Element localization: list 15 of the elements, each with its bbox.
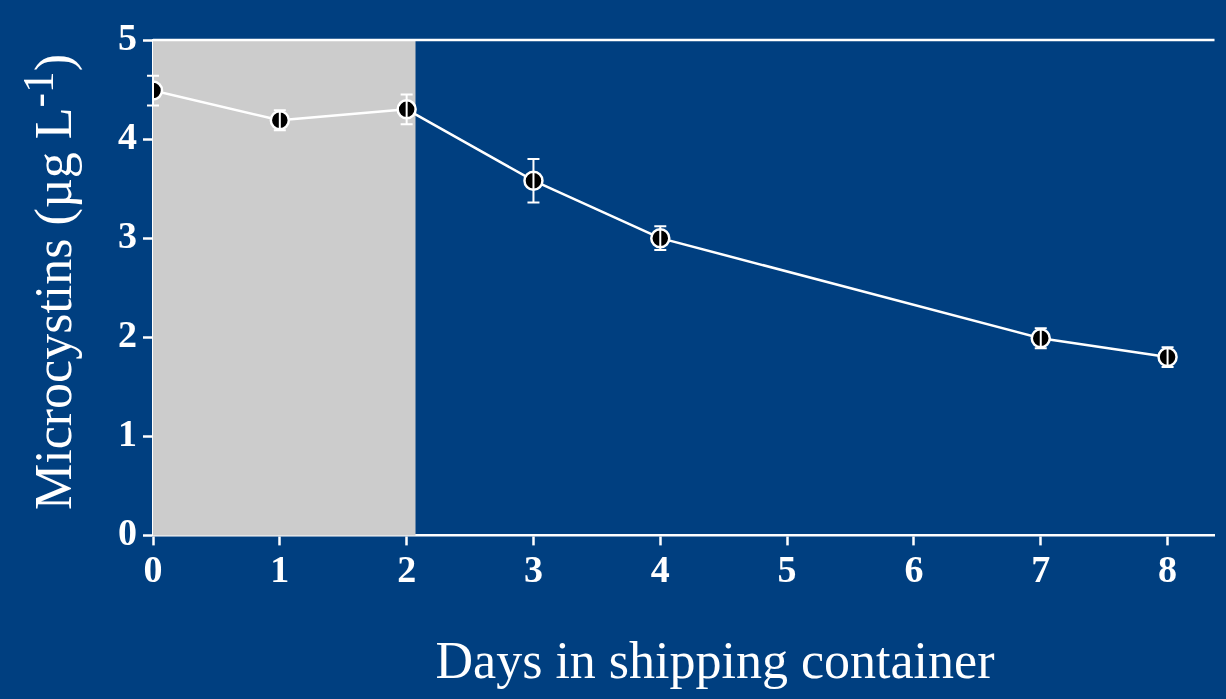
x-tick-label: 4 (650, 548, 670, 591)
y-tick-label: 0 (118, 511, 137, 554)
y-tick-label: 3 (118, 213, 137, 256)
x-tick-label: 1 (270, 548, 290, 591)
x-axis-title: Days in shipping container (435, 630, 995, 690)
x-tick-label: 6 (904, 548, 924, 591)
y-tick-label: 2 (118, 313, 137, 356)
x-tick-label: 7 (1031, 548, 1051, 591)
y-tick-label: 5 (118, 15, 137, 58)
y-tick-label: 4 (118, 114, 137, 157)
x-tick-label: 3 (523, 548, 543, 591)
x-tick-label: 2 (397, 548, 417, 591)
x-tick-label: 5 (777, 548, 797, 591)
x-tick-label: 8 (1158, 548, 1178, 591)
y-tick-label: 1 (118, 412, 137, 455)
